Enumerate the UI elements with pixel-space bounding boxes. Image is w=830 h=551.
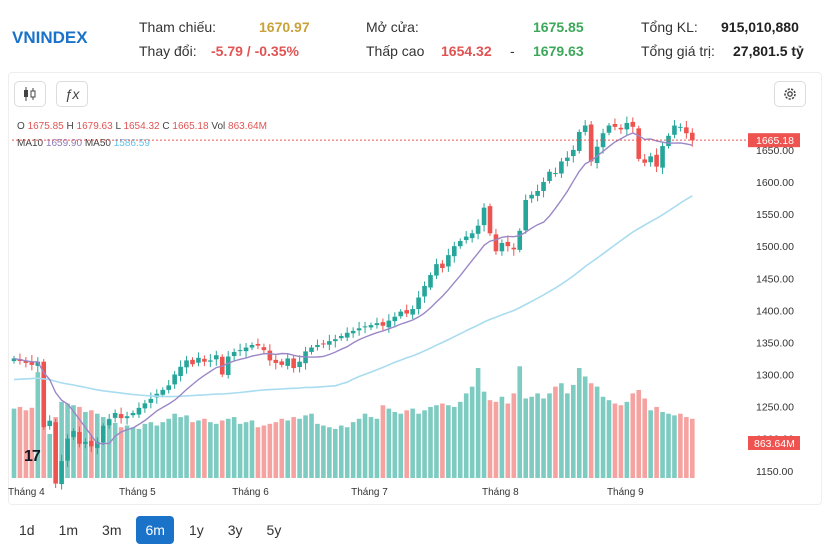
legend-ma50-value: 1586.59 — [113, 138, 150, 149]
legend-low-key: L — [115, 121, 121, 132]
indicators-button[interactable]: ƒx — [56, 81, 88, 107]
gear-icon — [784, 88, 796, 100]
ma-legend: MA10 1659.90 MA50 1586.59 — [17, 138, 150, 149]
range-5y[interactable]: 5y — [266, 522, 282, 538]
range-1y[interactable]: 1y — [188, 522, 204, 538]
legend-close-value: 1665.18 — [172, 121, 209, 132]
legend-ma10-value: 1659.90 — [45, 138, 83, 149]
legend-open-key: O — [17, 121, 25, 132]
volume-value: 915,010,880 — [721, 19, 799, 35]
range-1d[interactable]: 1d — [19, 522, 35, 538]
high-value: 1679.63 — [533, 43, 584, 59]
range-3m[interactable]: 3m — [102, 522, 122, 538]
legend-high-key: H — [66, 121, 74, 132]
ohlc-legend: O 1675.85 H 1679.63 L 1654.32 C 1665.18 … — [17, 121, 267, 132]
open-label: Mở cửa: — [366, 19, 419, 35]
turnover-label: Tổng giá trị: — [641, 43, 715, 59]
turnover-value: 27,801.5 tỷ — [733, 43, 804, 59]
ref-value: 1670.97 — [259, 19, 310, 35]
legend-low-value: 1654.32 — [123, 121, 160, 132]
function-icon: ƒx — [64, 86, 80, 102]
index-title: VNINDEX — [12, 28, 88, 47]
change-label: Thay đổi: — [139, 43, 197, 59]
candlestick-icon — [24, 87, 36, 101]
legend-ma10-key: MA10 — [17, 138, 44, 149]
change-value: -5.79 / -0.35% — [211, 43, 299, 59]
legend-ma50-key: MA50 — [84, 138, 111, 149]
low-value: 1654.32 — [441, 43, 492, 59]
legend-vol-key: Vol — [211, 121, 226, 132]
volume-label: Tổng KL: — [641, 19, 698, 35]
range-label: Thấp cao — [366, 43, 425, 59]
settings-button[interactable] — [774, 81, 806, 107]
range-1m[interactable]: 1m — [58, 522, 79, 538]
tradingview-logo: 17 — [24, 448, 41, 465]
ref-label: Tham chiếu: — [139, 19, 217, 35]
chart-type-button[interactable] — [14, 81, 46, 107]
legend-vol-value: 863.64M — [228, 121, 267, 132]
range-selector: 1d 1m 3m 6m 1y 3y 5y — [10, 516, 290, 544]
range-6m[interactable]: 6m — [136, 516, 174, 544]
legend-high-value: 1679.63 — [76, 121, 113, 132]
open-value: 1675.85 — [533, 19, 584, 35]
legend-close-key: C — [162, 121, 170, 132]
legend-open-value: 1675.85 — [27, 121, 64, 132]
quote-header: VNINDEX Tham chiếu: 1670.97 Thay đổi: -5… — [0, 0, 830, 70]
range-3y[interactable]: 3y — [227, 522, 243, 538]
range-separator: - — [510, 43, 515, 59]
chart-frame — [8, 72, 822, 505]
